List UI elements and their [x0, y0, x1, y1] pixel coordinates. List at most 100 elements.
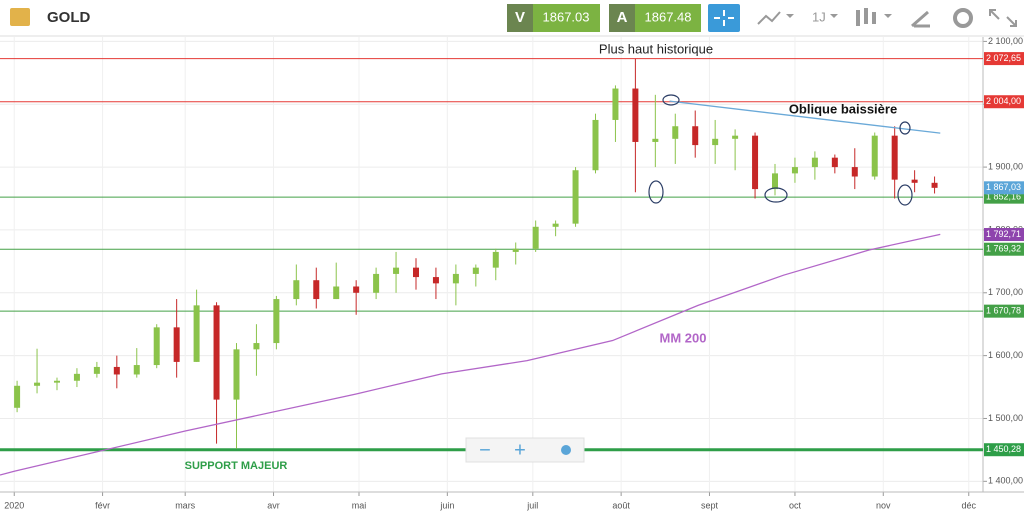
- candle-body: [412, 267, 419, 278]
- dropdown-arrow: [830, 14, 838, 18]
- candle-body: [293, 280, 300, 300]
- fullscreen-icon: [989, 9, 1017, 27]
- candle-body: [73, 373, 80, 381]
- bid-button[interactable]: V 1867.03: [507, 4, 600, 32]
- x-tick-label: juin: [439, 500, 454, 510]
- bid-price: 1867.03: [543, 9, 590, 24]
- ask-tag: A: [617, 9, 628, 26]
- level-label: 1 450,28: [986, 444, 1021, 454]
- level-label: 1 670,78: [986, 306, 1021, 316]
- candle-body: [871, 135, 878, 177]
- zoom-bar: [465, 437, 585, 463]
- candle-body: [712, 138, 719, 146]
- ellipses: [648, 94, 913, 206]
- price-tag: [984, 181, 1024, 195]
- candle-body: [512, 248, 519, 252]
- x-tick-label: févr: [95, 500, 110, 510]
- x-tick-label: juil: [526, 500, 538, 510]
- zoom-in[interactable]: +: [514, 439, 526, 461]
- x-tick-label: oct: [789, 500, 802, 510]
- ask-tag-bg: [609, 4, 635, 32]
- y-tick-label: 1 700,00: [988, 287, 1023, 297]
- candle-body: [393, 267, 400, 274]
- candle-body: [133, 365, 140, 375]
- zoom-out[interactable]: −: [479, 439, 491, 461]
- ask-button[interactable]: A 1867.48: [609, 4, 701, 32]
- moving-average: [0, 233, 941, 476]
- candle-body: [811, 157, 818, 168]
- candle-body: [911, 179, 918, 183]
- bid-tag-bg: [507, 4, 533, 32]
- y-tick-label: 1 900,00: [988, 161, 1023, 171]
- level-label: 1 769,32: [986, 244, 1021, 254]
- candle-body: [432, 277, 439, 284]
- ask-bg: [635, 4, 701, 32]
- candle-body: [14, 385, 21, 408]
- candle-body: [492, 251, 499, 268]
- chart-type-button[interactable]: [757, 11, 794, 25]
- candle-body: [692, 126, 699, 146]
- x-tick-label: mai: [352, 500, 367, 510]
- ellipse: [648, 180, 664, 204]
- x-tick-label: août: [612, 500, 630, 510]
- candle-body: [532, 226, 539, 249]
- zoom-controls: − +: [465, 437, 585, 463]
- x-tick-label: sept: [701, 500, 719, 510]
- candle-body: [772, 173, 779, 190]
- level-tag: [984, 95, 1024, 109]
- y-tick-label: 1 400,00: [988, 476, 1023, 486]
- symbol: GOLD: [47, 9, 90, 26]
- draw-icon: [911, 10, 930, 28]
- x-tick-label: nov: [876, 500, 891, 510]
- y-tick-label: 1 600,00: [988, 350, 1023, 360]
- settings-button[interactable]: [953, 8, 973, 28]
- x-tick-label: avr: [267, 500, 280, 510]
- candle-body: [612, 88, 619, 120]
- bid-tag: V: [515, 9, 525, 26]
- chart-type-icon: [757, 11, 781, 25]
- candle-body: [193, 305, 200, 362]
- candle-body: [333, 286, 340, 300]
- share[interactable]: [561, 445, 571, 455]
- crosshair-button[interactable]: [708, 4, 740, 32]
- y-tick-label: 1 500,00: [988, 413, 1023, 423]
- gold-icon: [10, 8, 30, 26]
- trendline: [669, 100, 941, 134]
- annotation: Plus haut historique: [599, 41, 713, 56]
- candle-body: [652, 138, 659, 142]
- x-tick-label: mars: [175, 500, 195, 510]
- y-tick-label: 2 100,00: [988, 36, 1023, 46]
- indicators-icon: [856, 8, 876, 26]
- candle-body: [831, 157, 838, 168]
- candle-body: [53, 380, 60, 383]
- level-label: 1 852,16: [986, 192, 1021, 202]
- candle-body: [572, 170, 579, 224]
- candle-body: [273, 299, 280, 344]
- ellipse: [899, 121, 911, 135]
- level-tag: [984, 304, 1024, 318]
- candle-body: [472, 267, 479, 274]
- bid-bg: [533, 4, 600, 32]
- price-tag: [984, 228, 1024, 242]
- annotation: SUPPORT MAJEUR: [185, 460, 288, 472]
- period-button[interactable]: 1J: [812, 9, 838, 24]
- candle-body: [34, 382, 41, 386]
- price-label: 1 867,03: [986, 182, 1021, 192]
- draw-button[interactable]: [911, 10, 930, 28]
- indicators-button[interactable]: [856, 8, 892, 26]
- candle-body: [752, 135, 759, 190]
- fullscreen-button[interactable]: [989, 9, 1017, 27]
- candle-body: [791, 167, 798, 174]
- ellipse: [662, 94, 680, 106]
- level-label: 2 072,65: [986, 53, 1021, 63]
- dropdown-arrow: [786, 14, 794, 18]
- ellipse: [764, 187, 788, 203]
- candle-body: [672, 126, 679, 139]
- candle-body: [233, 349, 240, 400]
- candle-body: [592, 119, 599, 171]
- period: 1J: [812, 9, 826, 24]
- candle-body: [173, 327, 180, 362]
- candle-body: [891, 135, 898, 180]
